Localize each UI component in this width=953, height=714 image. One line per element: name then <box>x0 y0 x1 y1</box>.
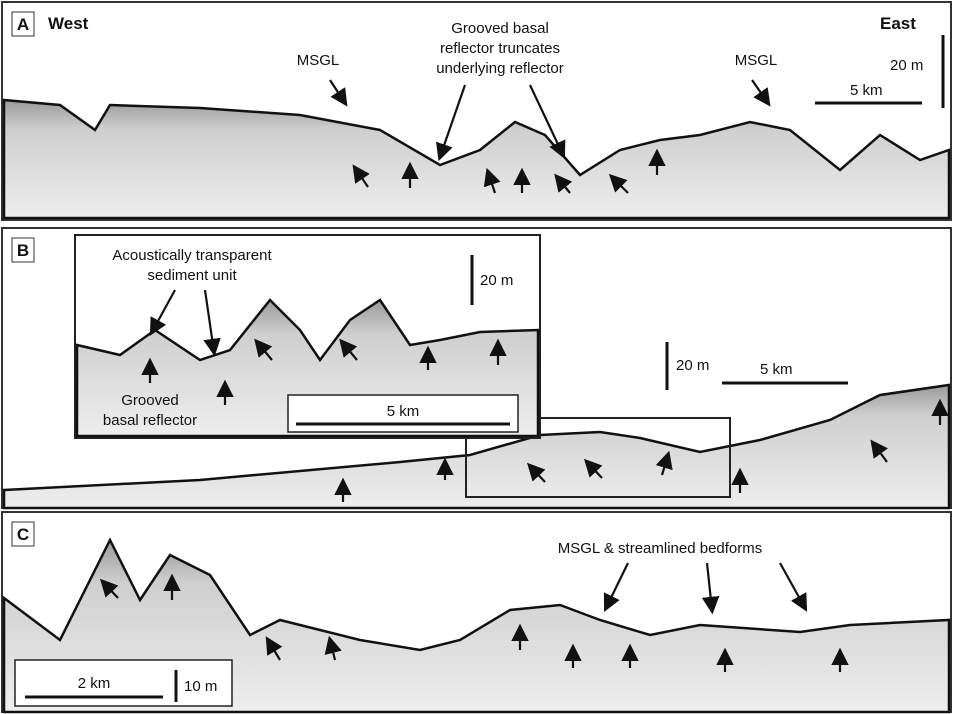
panel-b: B Acoustically transparent sediment unit… <box>2 228 951 508</box>
scale-label: 20 m <box>890 57 923 74</box>
panel-label: A <box>17 15 29 34</box>
scale-label: 5 km <box>760 361 793 378</box>
east-label: East <box>880 14 916 33</box>
annotation: Grooved basal <box>451 20 549 37</box>
west-label: West <box>48 14 89 33</box>
panel-label: B <box>17 241 29 260</box>
scale-label: 10 m <box>184 678 217 695</box>
annotation: reflector truncates <box>440 40 560 57</box>
scale-label: 2 km <box>78 675 111 692</box>
scale-label: 5 km <box>850 82 883 99</box>
scale-label: 20 m <box>480 272 513 289</box>
panel-c: C MSGL & streamlined bedforms 2 km 10 m <box>2 512 951 712</box>
annotation: sediment unit <box>147 267 237 284</box>
profile <box>4 100 949 218</box>
scale-label: 20 m <box>676 357 709 374</box>
annotation: Acoustically transparent <box>112 247 272 264</box>
scale-label: 5 km <box>387 403 420 420</box>
annotation: MSGL <box>735 52 778 69</box>
annotation: underlying reflector <box>436 60 564 77</box>
annotation: MSGL & streamlined bedforms <box>558 540 763 557</box>
panel-label: C <box>17 525 29 544</box>
figure: A West East MSGL Grooved basal reflector… <box>0 0 953 714</box>
annotation: basal reflector <box>103 412 197 429</box>
annotation: Grooved <box>121 392 179 409</box>
panel-a: A West East MSGL Grooved basal reflector… <box>2 2 951 220</box>
annotation: MSGL <box>297 52 340 69</box>
